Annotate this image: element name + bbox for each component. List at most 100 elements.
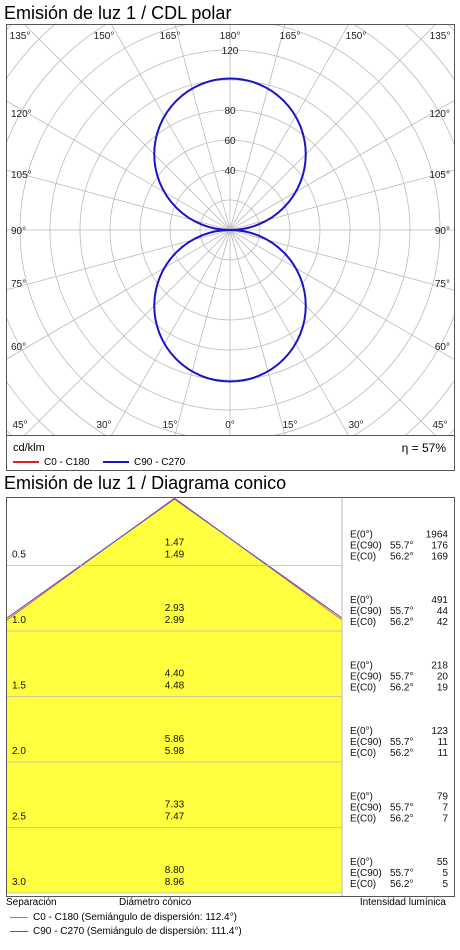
polar-angle-tick: 0° [225,420,235,431]
cone-intensity-value: 55 [437,857,449,868]
cone-diameter-c0: 7.33 [165,800,185,811]
polar-angle-tick: 180° [220,31,241,42]
cone-separation-value: 3.0 [12,877,26,888]
cone-intensity-value: 42 [437,617,449,628]
cone-intensity-label: E(0°) [350,792,373,803]
cone-intensity-label: E(C90) [350,737,382,748]
cone-intensity-value: 123 [431,726,448,737]
cone-separation-value: 0.5 [12,550,26,561]
cone-intensity-label: E(C0) [350,748,376,759]
cone-intensity-angle: 55.7° [390,541,413,552]
cone-intensity-value: 7 [442,803,448,814]
cone-intensity-angle: 56.2° [390,552,413,563]
cone-intensity-value: 1964 [426,530,449,541]
cone-intensity-label: E(0°) [350,530,373,541]
cone-diameter-c90: 5.98 [165,746,185,757]
cone-intensity-value: 19 [437,683,449,694]
polar-unit-label: cd/klm [13,442,45,454]
cone-intensity-label: E(0°) [350,661,373,672]
cone-legend-c0: C0 - C180 (Semiángulo de dispersión: 112… [10,912,237,923]
cone-footer-diameter: Diámetro cónico [119,897,192,908]
cone-intensity-value: 7 [442,814,448,825]
cone-diameter-c0: 8.80 [165,865,185,876]
cone-footer-separation: Separación [6,897,57,908]
cone-legend-c90: C90 - C270 (Semiángulo de dispersión: 11… [10,926,242,937]
cone-intensity-angle: 55.7° [390,737,413,748]
legend-c90-c270: C90 - C270 [103,457,185,468]
cone-intensity-value: 5 [442,879,448,890]
polar-curve-c90-c270-lower [153,229,307,383]
cone-intensity-label: E(C90) [350,672,382,683]
cone-diameter-c90: 7.47 [165,812,185,823]
cone-legend-label-c90: C90 - C270 (Semiángulo de dispersión: 11… [33,926,242,937]
cone-chart-title: Emisión de luz 1 / Diagrama conico [4,473,287,493]
cone-intensity-label: E(0°) [350,595,373,606]
legend-label-c90: C90 - C270 [134,457,186,468]
polar-angle-tick: 45° [432,420,447,431]
polar-angle-tick: 60° [435,342,450,353]
polar-chart: 40 60 80 120 135° 150° 165° 180° 165° 150° 135° 45°… [7,25,454,435]
cone-diameter-c0: 2.93 [165,603,185,614]
polar-radial-tick: 120 [222,46,239,57]
cone-intensity-value: 176 [431,541,448,552]
legend-swatch-c90 [103,461,129,464]
cone-intensity-label: E(0°) [350,726,373,737]
cone-intensity-value: 11 [438,748,449,759]
cone-intensity-label: E(C0) [350,617,376,628]
polar-angle-tick: 150° [346,31,367,42]
cone-intensity-angle: 56.2° [390,617,413,628]
legend-c0-c180: C0 - C180 [13,457,90,468]
cone-intensity-value: 491 [431,595,448,606]
cone-intensity-label: E(C0) [350,552,376,563]
cone-legend-swatch-c90 [10,930,28,932]
polar-angle-tick: 105° [11,170,32,181]
polar-radial-tick: 60 [224,136,236,147]
polar-angle-tick: 60° [11,342,26,353]
cone-edge-c90-c270 [7,498,343,619]
cone-intensity-value: 79 [437,792,449,803]
cone-intensity-value: 11 [438,737,449,748]
cone-diameter-c90: 1.49 [165,550,185,561]
polar-chart-panel: 40 60 80 120 135° 150° 165° 180° 165° 150° 135° 45°… [6,24,455,471]
polar-angle-tick: 15° [282,420,297,431]
cone-intensity-value: 20 [437,672,449,683]
cone-intensity-label: E(C0) [350,683,376,694]
polar-angle-tick: 120° [429,109,450,120]
polar-angle-tick: 105° [429,170,450,181]
cone-intensity-value: 5 [442,868,448,879]
cone-separation-value: 2.5 [12,812,26,823]
cone-intensity-label: E(0°) [350,857,373,868]
legend-swatch-c0 [13,461,39,464]
polar-angle-tick: 90° [11,226,26,237]
cone-intensity-label: E(C0) [350,814,376,825]
cone-diameter-c90: 8.96 [165,877,185,888]
cone-legend-swatch-c0 [10,916,28,918]
cone-intensity-value: 169 [431,552,448,563]
cone-chart: 0.5 1.471.49 E(0°) 1964 E(C90) 55.7° 176 E(C0) 5… [7,498,449,896]
cone-separation-value: 1.0 [12,615,26,626]
cone-diameter-c90: 2.99 [165,615,185,626]
polar-angle-tick: 90° [435,226,450,237]
polar-angle-tick: 135° [430,31,451,42]
polar-radial-tick: 80 [224,106,236,117]
cone-separation-value: 2.0 [12,746,26,757]
polar-efficiency-label: η = 57% [401,441,446,455]
legend-label-c0: C0 - C180 [44,457,90,468]
polar-angle-tick: 120° [11,109,32,120]
cone-intensity-angle: 56.2° [390,683,413,694]
cone-intensity-angle: 55.7° [390,868,413,879]
cone-diameter-c0: 5.86 [165,734,185,745]
polar-chart-title: Emisión de luz 1 / CDL polar [4,3,232,23]
cone-diameter-c0: 1.47 [165,538,185,549]
polar-angle-tick: 75° [11,279,26,290]
cone-intensity-value: 218 [431,661,448,672]
cone-diameter-c0: 4.40 [165,669,185,680]
cone-intensity-label: E(C90) [350,803,382,814]
cone-fill [7,498,342,893]
polar-angle-tick: 30° [96,420,111,431]
polar-angle-tick: 135° [10,31,31,42]
cone-intensity-label: E(C90) [350,868,382,879]
cone-intensity-value: 44 [437,606,449,617]
polar-angle-tick: 165° [160,31,181,42]
cone-intensity-angle: 56.2° [390,748,413,759]
